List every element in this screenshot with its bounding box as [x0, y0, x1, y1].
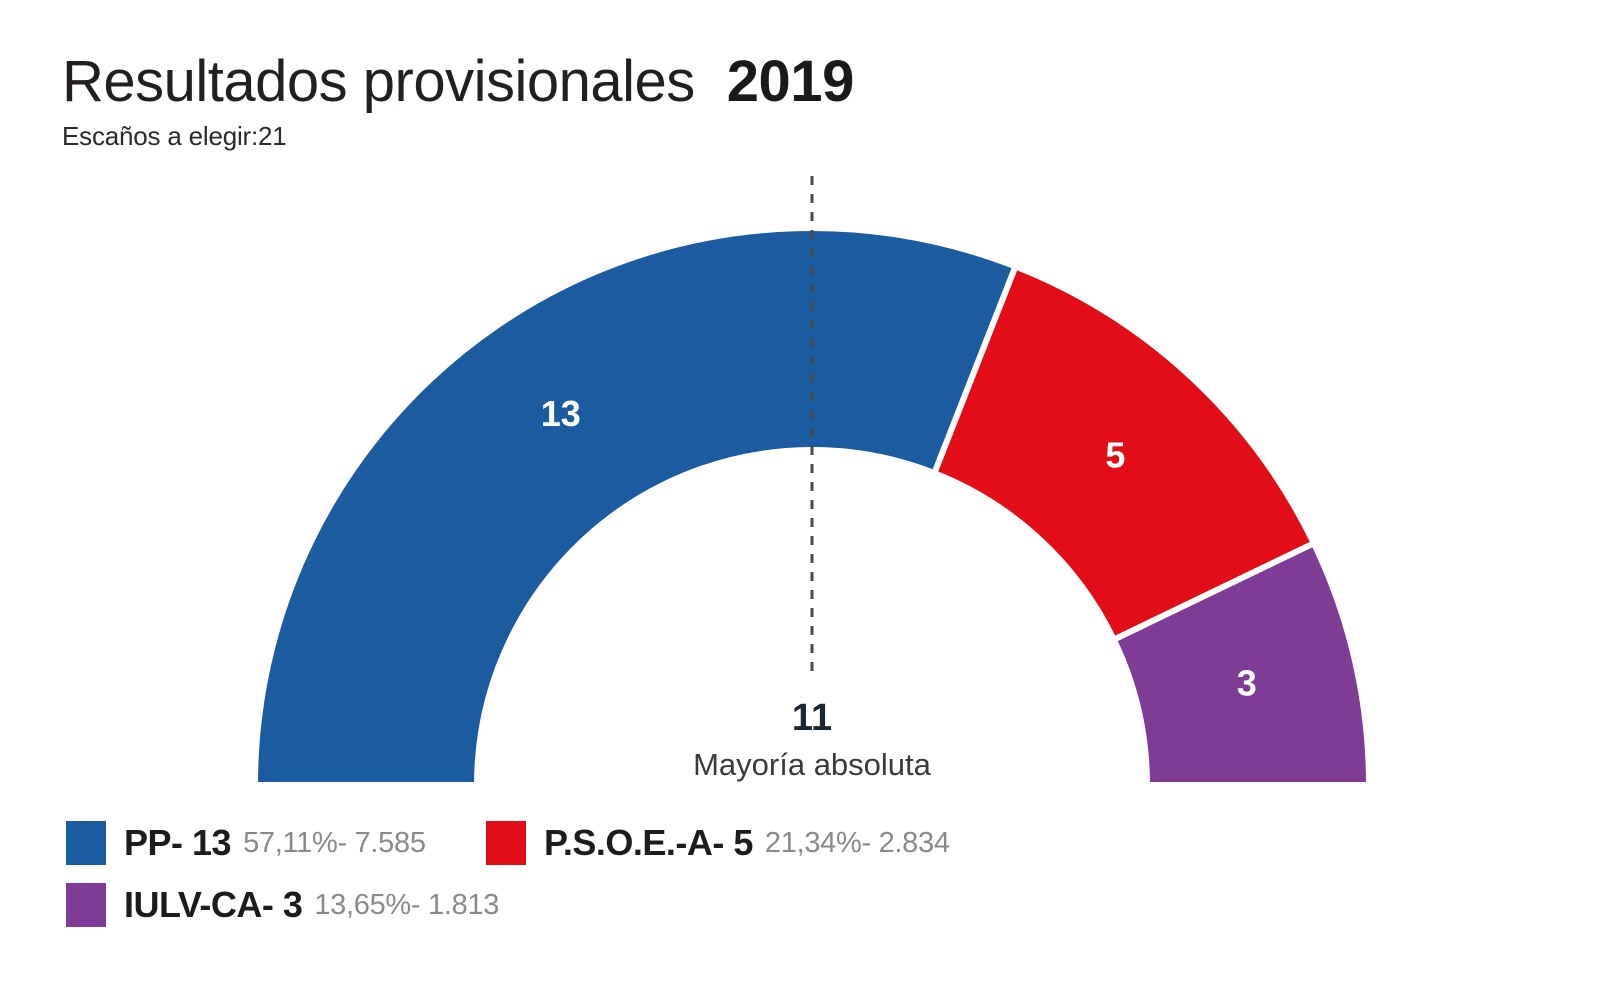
legend-swatch-psoe: [486, 821, 526, 865]
legend-stats-pp: 57,11%- 7.585: [243, 826, 426, 859]
legend-item-pp[interactable]: PP- 13 57,11%- 7.585: [66, 821, 486, 865]
legend-swatch-pp: [66, 821, 106, 865]
majority-value: 11: [792, 697, 832, 739]
hemicycle-chart: 13 5 3 11 Mayoría absoluta: [251, 176, 1373, 788]
chart-legend: PP- 13 57,11%- 7.585 P.S.O.E.-A- 5 21,34…: [66, 812, 1546, 936]
arc-segment-group: [251, 225, 1373, 788]
legend-label-iulv: IULV-CA- 3: [124, 884, 303, 925]
arc-segment-iulv-ca[interactable]: [1109, 539, 1373, 788]
chart-subtitle: Escaños a elegir:21: [62, 120, 287, 151]
arc-segment-pp[interactable]: [251, 225, 1020, 788]
legend-row: PP- 13 57,11%- 7.585 P.S.O.E.-A- 5 21,34…: [66, 812, 1546, 874]
legend-row: IULV-CA- 3 13,65%- 1.813: [66, 874, 1546, 936]
hemicycle-svg: 13 5 3 11 Mayoría absoluta: [251, 176, 1373, 788]
majority-caption: Mayoría absoluta: [693, 747, 932, 782]
arc-label-group: 13 5 3: [541, 393, 1257, 703]
arc-seat-label-pp: 13: [541, 393, 581, 434]
legend-item-psoe[interactable]: P.S.O.E.-A- 5 21,34%- 2.834: [486, 821, 1006, 865]
legend-label-psoe: P.S.O.E.-A- 5: [544, 822, 753, 863]
title-row: Resultados provisionales 2019: [62, 49, 1062, 114]
legend-swatch-iulv: [66, 883, 106, 927]
legend-stats-iulv: 13,65%- 1.813: [314, 888, 500, 921]
legend-item-iulv[interactable]: IULV-CA- 3 13,65%- 1.813: [66, 883, 499, 927]
arc-seat-label-p-s-o-e-a: 5: [1105, 435, 1125, 476]
chart-header: Resultados provisionales 2019 Escaños a …: [62, 49, 1062, 152]
title-year: 2019: [726, 49, 855, 114]
arc-segment-p-s-o-e-a[interactable]: [930, 262, 1318, 644]
arc-seat-label-iulv-ca: 3: [1237, 662, 1257, 703]
legend-label-pp: PP- 13: [124, 822, 232, 863]
legend-stats-psoe: 21,34%- 2.834: [764, 826, 950, 859]
page-title: Resultados provisionales: [62, 49, 695, 114]
